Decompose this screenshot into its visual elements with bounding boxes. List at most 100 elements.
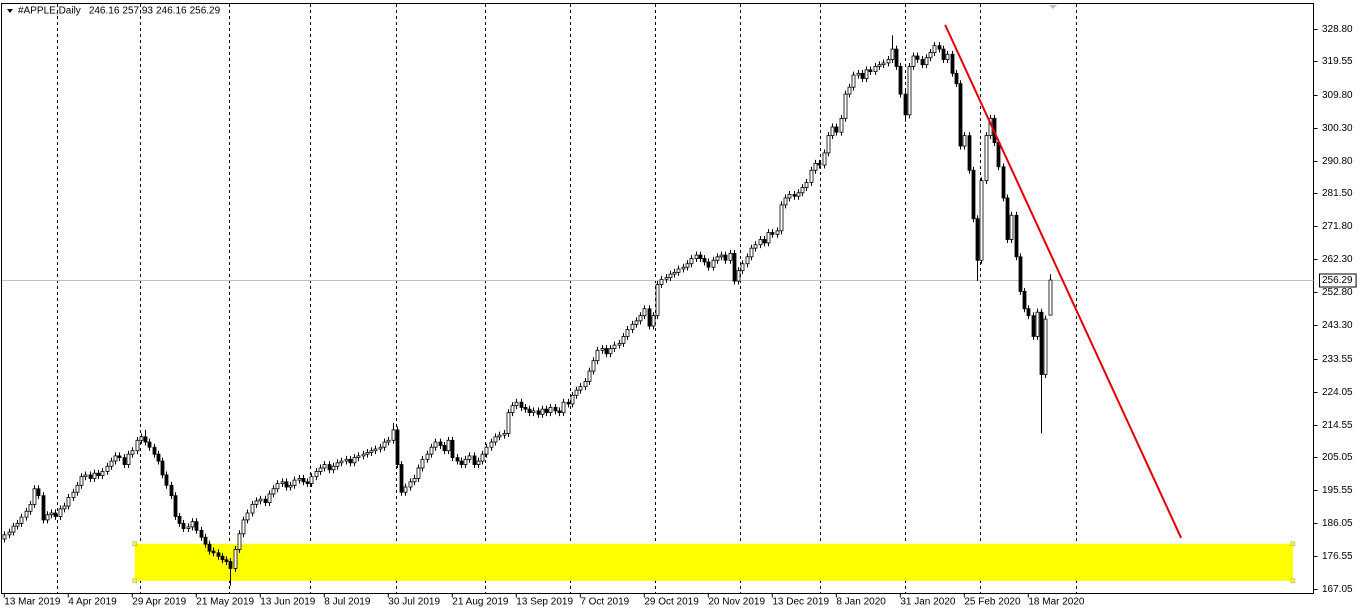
candle-body: [177, 516, 182, 524]
candle-body: [79, 476, 84, 486]
candle-body: [514, 401, 519, 407]
candle-body: [438, 441, 443, 446]
candle-body: [199, 529, 204, 538]
candle-body: [608, 348, 613, 355]
candle-body: [356, 455, 361, 459]
symbol-menu-arrow[interactable]: [7, 9, 13, 13]
header-low: 246.16: [156, 6, 187, 17]
candle-body: [49, 512, 54, 516]
candle-body: [706, 261, 711, 268]
candle-body: [211, 550, 216, 554]
candle-body: [886, 59, 891, 64]
candle-body: [24, 510, 29, 518]
candle-body: [7, 531, 12, 536]
candle-body: [979, 180, 984, 261]
candle-body: [224, 559, 229, 562]
candle-body: [736, 270, 741, 282]
candle-body: [241, 519, 246, 535]
candle-body: [117, 455, 122, 459]
candle-body: [967, 135, 972, 171]
candle-body: [851, 74, 856, 88]
candle-body: [429, 446, 434, 455]
candle-body: [975, 218, 980, 261]
candle-body: [920, 59, 925, 66]
candle-body: [672, 271, 677, 275]
y-tick-label: 195.55: [1322, 485, 1353, 496]
candle-body: [523, 407, 528, 410]
candle-body: [600, 348, 605, 351]
candle-body: [911, 55, 916, 67]
candle-body: [489, 441, 494, 448]
candle-body: [604, 348, 609, 355]
y-tick-label: 176.55: [1322, 551, 1353, 562]
candle-body: [45, 514, 50, 521]
candle-body: [403, 486, 408, 493]
candle-body: [762, 239, 767, 244]
candle-body: [638, 315, 643, 322]
candle-body: [783, 197, 788, 206]
candle-body: [83, 474, 88, 478]
candle-body: [207, 543, 212, 552]
candle-body: [446, 439, 451, 452]
candle-body: [288, 484, 293, 488]
candle-body: [309, 476, 314, 484]
candle-body: [386, 439, 391, 443]
chart-title: #APPLE,Daily: [18, 6, 81, 17]
candle-body: [664, 277, 669, 280]
candle-body: [186, 526, 191, 529]
zone-handle: [1290, 541, 1296, 547]
candle-body: [634, 320, 639, 325]
candle-body: [996, 142, 1001, 168]
candle-body: [676, 268, 681, 273]
candle-body: [450, 439, 455, 459]
candle-body: [595, 349, 600, 362]
candle-body: [941, 48, 946, 60]
y-tick-label: 205.05: [1322, 452, 1353, 463]
y-tick-label: 243.30: [1322, 320, 1353, 331]
candle-body: [147, 441, 152, 448]
candle-body: [382, 441, 387, 448]
candle-body: [758, 239, 763, 246]
candle-body: [122, 457, 127, 465]
candle-body: [932, 45, 937, 53]
candle-body: [1048, 279, 1053, 316]
candle-body: [318, 467, 323, 472]
candle-body: [775, 230, 780, 235]
candle-body: [630, 323, 635, 330]
candle-body: [105, 465, 110, 472]
x-tick-label: 8 Jul 2019: [324, 597, 371, 608]
candle-body: [1026, 308, 1031, 317]
candle-body: [578, 386, 583, 391]
candle-body: [856, 72, 861, 76]
candle-body: [130, 450, 135, 455]
candle-body: [540, 408, 545, 415]
candle-body: [378, 446, 383, 450]
candle-body: [553, 407, 558, 412]
candle-body: [1005, 197, 1010, 240]
candle-body: [472, 455, 477, 465]
candle-body: [344, 458, 349, 462]
y-tick-label: 167.05: [1322, 584, 1353, 595]
candle-body: [753, 244, 758, 249]
candle-body: [348, 458, 353, 464]
candle-body: [71, 491, 76, 498]
candle-body: [809, 169, 814, 183]
y-tick-label: 233.55: [1322, 354, 1353, 365]
x-tick-label: 18 Mar 2020: [1028, 597, 1085, 608]
candle-body: [152, 446, 157, 455]
y-tick-label: 290.80: [1322, 156, 1353, 167]
candle-body: [625, 329, 630, 337]
candle-body: [28, 503, 33, 512]
candle-body: [75, 484, 80, 493]
candle-body: [561, 401, 566, 414]
candle-body: [459, 460, 464, 465]
candle-body: [416, 467, 421, 479]
candle-body: [804, 181, 809, 188]
candle-body: [719, 254, 724, 258]
candle-body: [945, 53, 950, 60]
shift-marker: [1049, 5, 1057, 9]
candle-body: [839, 117, 844, 133]
candle-body: [527, 408, 532, 414]
candle-body: [352, 457, 357, 464]
candle-body: [792, 194, 797, 197]
